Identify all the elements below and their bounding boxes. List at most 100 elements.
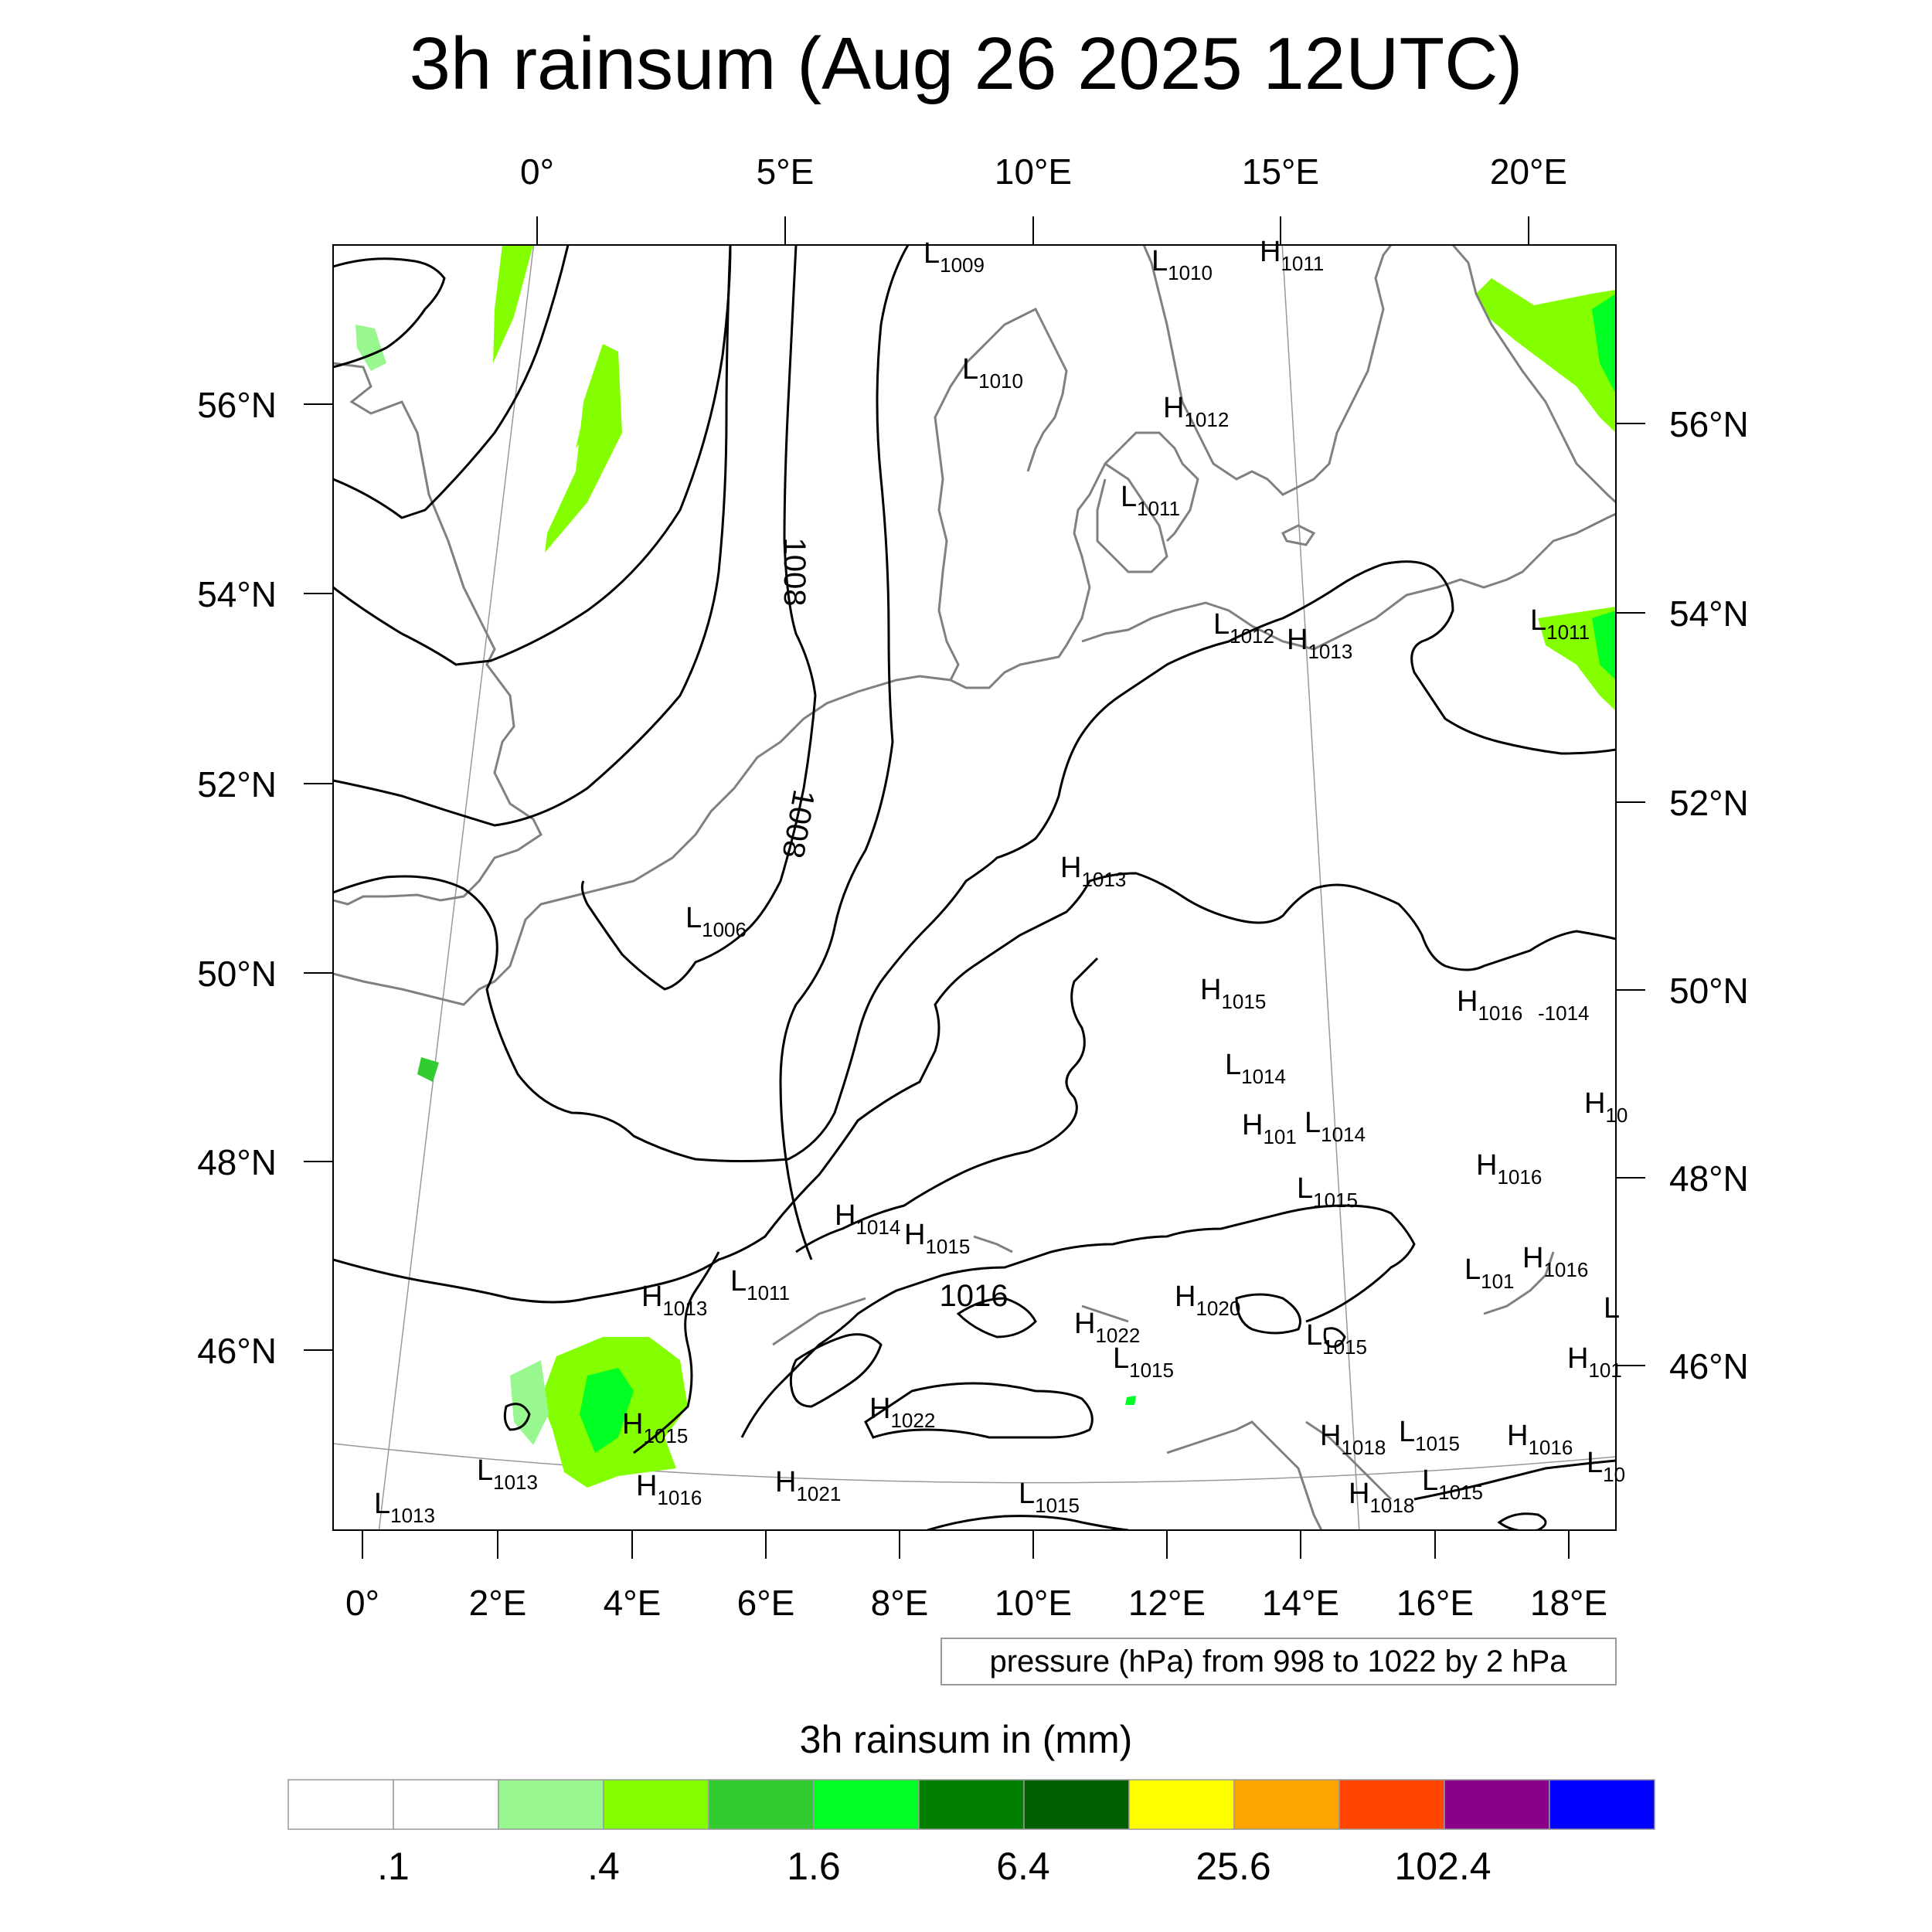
rain-speck-alps — [1125, 1396, 1136, 1405]
map-frame — [332, 244, 1617, 1531]
left-lat-label: 50°N — [197, 954, 277, 994]
coast-continent — [333, 431, 1199, 1006]
pressure-center: H10 — [1584, 1087, 1628, 1127]
isobar-label-1008-south: 1008 — [775, 787, 821, 861]
coast-sweden-south — [1142, 245, 1393, 496]
pressure-center: L1011 — [1121, 481, 1180, 520]
isobar-1010 — [779, 245, 910, 1260]
isobar-label-1008-north: 1008 — [777, 538, 811, 607]
colorbar-label: .1 — [377, 1845, 410, 1888]
bottom-lon-label: 4°E — [604, 1583, 662, 1623]
pressure-center: H1016 — [1457, 985, 1522, 1025]
map-title: 3h rainsum (Aug 26 2025 12UTC) — [409, 22, 1523, 105]
pressure-center: L101 — [1464, 1253, 1515, 1293]
rain-areas — [355, 245, 1616, 1488]
pressure-center: H1021 — [775, 1466, 841, 1505]
colorbar-swatch — [1128, 1779, 1235, 1830]
pressure-center: L1012 — [1213, 608, 1274, 648]
coast-bornholm — [1281, 524, 1316, 546]
colorbar-label: 25.6 — [1196, 1845, 1270, 1888]
bottom-lon-label: 14°E — [1262, 1583, 1339, 1623]
isobar-3 — [333, 245, 732, 666]
rain-patch-poland-core — [1592, 611, 1616, 680]
colorbar-label: .4 — [587, 1845, 620, 1888]
colorbar-swatch — [603, 1779, 709, 1830]
right-lat-label: 46°N — [1669, 1346, 1749, 1386]
colorbar-swatch — [1444, 1779, 1550, 1830]
isobar-alps-5 — [1235, 1293, 1301, 1335]
bottom-lon-label: 12°E — [1128, 1583, 1206, 1623]
coast-baltic-east — [1451, 245, 1616, 504]
top-lon-label: 5°E — [757, 151, 815, 192]
pressure-center: H1016 — [636, 1470, 702, 1509]
colorbar-swatch — [393, 1779, 499, 1830]
pressure-center: H1018 — [1349, 1478, 1414, 1517]
right-lat-label: 52°N — [1669, 783, 1749, 823]
left-latitude-labels: 56°N 54°N 52°N 50°N 48°N 46°N — [197, 385, 277, 1371]
isobar-alps-1 — [740, 1204, 1416, 1438]
colorbar-swatch — [287, 1779, 394, 1830]
pressure-center: H1018 — [1320, 1420, 1386, 1459]
isobar-alps-3 — [864, 1382, 1094, 1439]
bottom-lon-label: 8°E — [871, 1583, 929, 1623]
isobar-south-bottom — [927, 1515, 1129, 1530]
right-latitude-labels: 56°N 54°N 52°N 50°N 48°N 46°N — [1669, 404, 1749, 1386]
colorbar-swatch — [498, 1779, 604, 1830]
coast-danish-islands — [1096, 462, 1168, 573]
colorbar-swatches — [287, 1779, 1655, 1830]
pressure-center: H1012 — [1163, 392, 1229, 431]
rain-patch-france-core — [580, 1368, 634, 1453]
pressure-center: L1015 — [1019, 1478, 1080, 1517]
pressure-center: -1014 — [1538, 1002, 1590, 1025]
meridian-15e — [1281, 245, 1360, 1530]
isobar-south-east — [1413, 1459, 1616, 1501]
isobars — [333, 245, 1616, 1530]
pressure-center: L — [1604, 1292, 1620, 1325]
pressure-center: L10 — [1587, 1447, 1625, 1486]
pressure-center: L1015 — [1113, 1342, 1174, 1382]
coast-jutland — [934, 307, 1068, 681]
pressure-center: L1015 — [1422, 1464, 1483, 1504]
graticule — [333, 245, 1616, 1530]
isobar-france-south — [633, 1251, 720, 1454]
bottom-longitude-labels: 0° 2°E 4°E 6°E 8°E 10°E 12°E 14°E 16°E 1… — [345, 1583, 1607, 1623]
colorbar: 3h rainsum in (mm) .1 .4 1.6 6.4 25.6 10… — [287, 1718, 1655, 1888]
bottom-lon-label: 16°E — [1396, 1583, 1474, 1623]
bottom-lon-label: 18°E — [1530, 1583, 1607, 1623]
top-lon-label: 0° — [520, 151, 554, 192]
isobar-1008 — [580, 245, 817, 991]
isobar-alps-4 — [956, 1297, 1037, 1338]
colorbar-label: 6.4 — [996, 1845, 1050, 1888]
left-lat-label: 46°N — [197, 1331, 277, 1371]
pressure-center: H1015 — [622, 1408, 688, 1447]
right-lat-label: 50°N — [1669, 971, 1749, 1011]
colorbar-swatch — [1023, 1779, 1130, 1830]
pressure-center: L1014 — [1225, 1049, 1286, 1088]
isobar-alps-2 — [789, 1333, 883, 1408]
pressure-center: L1010 — [1151, 245, 1213, 284]
rain-patch-uk — [355, 325, 386, 371]
pressure-center: L1011 — [730, 1265, 790, 1304]
coast-baltic-south — [1081, 512, 1616, 651]
colorbar-swatch — [813, 1779, 920, 1830]
coast-adriatic-east — [1305, 1420, 1393, 1501]
info-box-text: pressure (hPa) from 998 to 1022 by 2 hPa — [989, 1645, 1567, 1679]
pressure-center: L1010 — [962, 353, 1023, 393]
rain-patch-france-light — [510, 1360, 549, 1445]
left-lat-label: 56°N — [197, 385, 277, 425]
isobar-1 — [333, 257, 446, 369]
colorbar-label: 1.6 — [787, 1845, 841, 1888]
rain-band-north-sea-3 — [576, 386, 611, 448]
top-longitude-labels: 0° 5°E 10°E 15°E 20°E — [520, 151, 1567, 192]
pressure-center: H1014 — [835, 1199, 900, 1239]
top-lon-label: 10°E — [995, 151, 1072, 192]
pressure-center: L1015 — [1399, 1416, 1460, 1455]
pressure-center: L1015 — [1306, 1319, 1367, 1359]
left-lat-label: 48°N — [197, 1142, 277, 1182]
info-box: pressure (hPa) from 998 to 1022 by 2 hPa — [940, 1638, 1617, 1685]
pressure-center: L1011 — [1530, 604, 1590, 644]
coast-alpine-lakes — [772, 1235, 1555, 1346]
parallel-south — [333, 1443, 1616, 1484]
right-lat-label: 54°N — [1669, 594, 1749, 634]
